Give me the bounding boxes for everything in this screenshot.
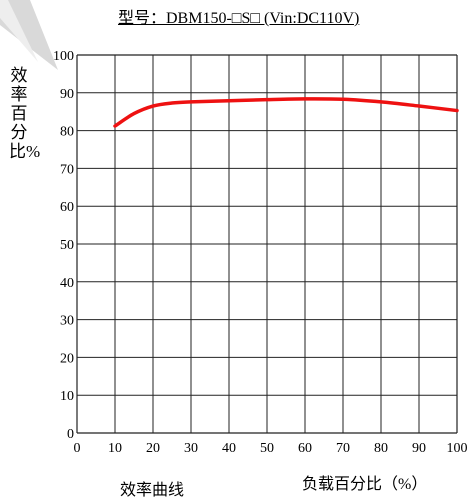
x-tick-label: 40	[222, 441, 236, 456]
efficiency-line	[113, 97, 459, 128]
page-fold-decoration	[0, 0, 58, 70]
y-tick-label: 20	[60, 351, 74, 366]
y-tick-label: 100	[53, 49, 74, 64]
y-axis-label: 效率百分比%	[9, 66, 41, 161]
x-tick-label: 20	[146, 441, 160, 456]
y-tick-label: 80	[60, 125, 74, 140]
x-axis-label: 负载百分比（%）	[302, 476, 428, 493]
x-tick-label: 70	[336, 441, 350, 456]
y-tick-label: 70	[60, 162, 74, 177]
x-tick-label: 80	[374, 441, 388, 456]
x-tick-label: 50	[260, 441, 274, 456]
y-tick-label: 90	[60, 87, 74, 102]
chart-series	[113, 97, 459, 128]
x-tick-label: 60	[298, 441, 312, 456]
x-tick-label: 90	[412, 441, 426, 456]
y-tick-label: 30	[60, 314, 74, 329]
y-tick-label: 60	[60, 200, 74, 215]
chart-caption: 效率曲线	[120, 482, 185, 499]
x-tick-label: 0	[74, 441, 81, 456]
x-tick-label: 30	[184, 441, 198, 456]
chart-grid	[76, 54, 458, 434]
y-tick-label: 40	[60, 276, 74, 291]
x-tick-label: 100	[447, 441, 468, 456]
y-tick-label: 0	[67, 427, 74, 442]
chart-ticks: 0 10 20 30 40 50 60 70 80 90 100 0 10 20 30 40 50 60 70 80 9…	[53, 49, 468, 456]
x-tick-label: 10	[108, 441, 122, 456]
y-tick-label: 50	[60, 238, 74, 253]
chart-title: 型号：DBM150-□S□ (Vin:DC110V)	[118, 10, 360, 27]
y-tick-label: 10	[60, 389, 74, 404]
